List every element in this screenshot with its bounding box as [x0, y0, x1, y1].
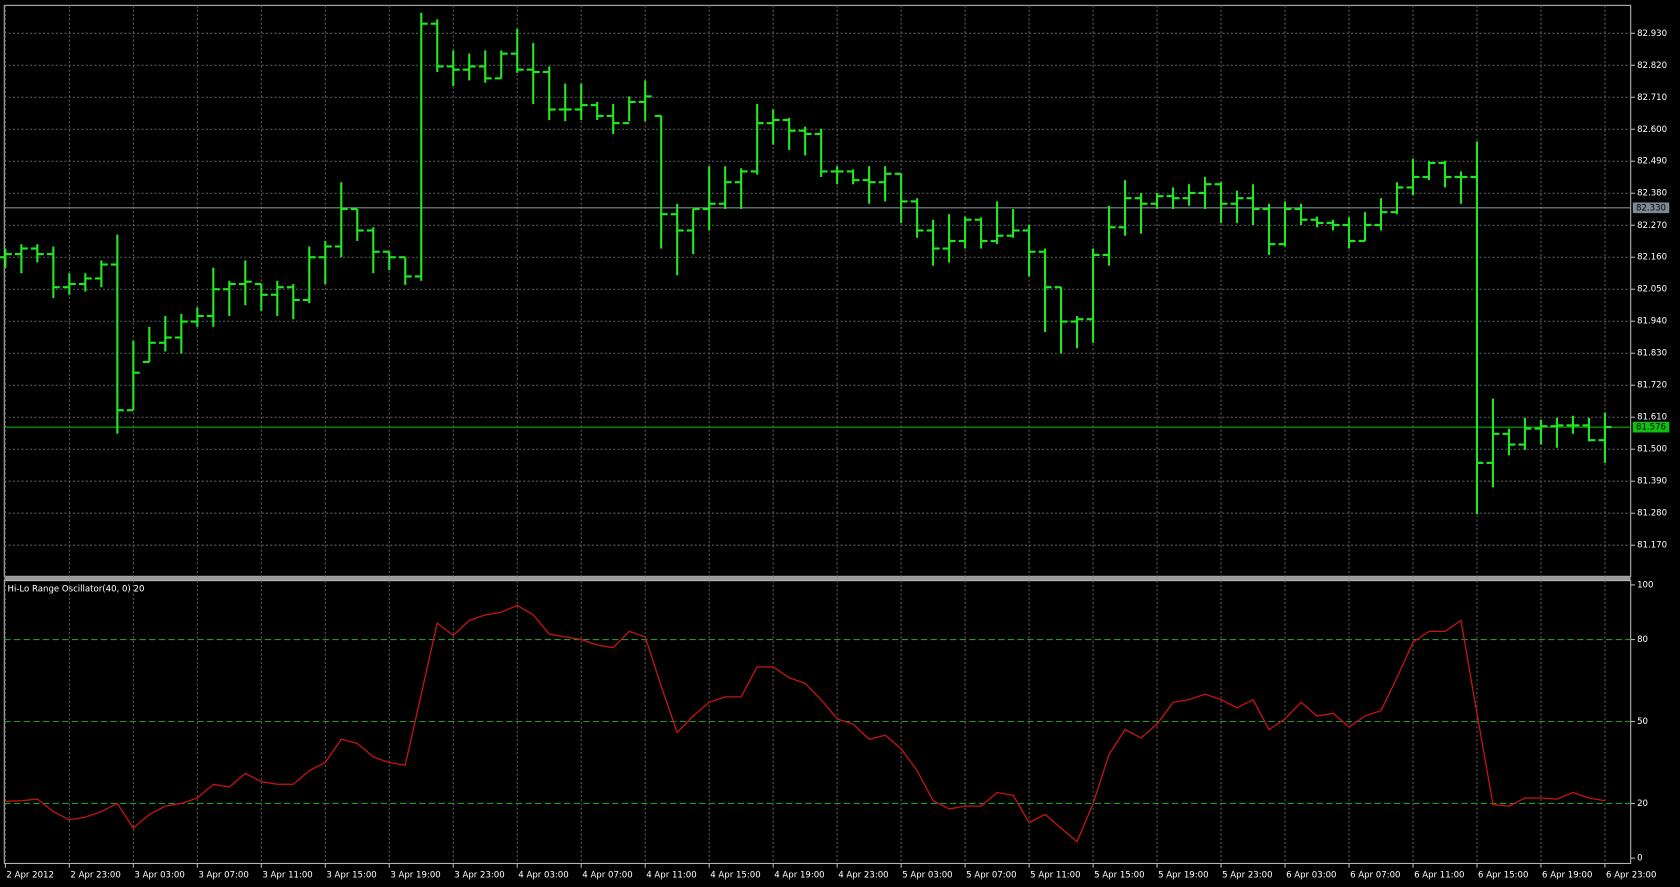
x-tick-label: 3 Apr 07:00	[198, 871, 248, 881]
x-tick-label: 3 Apr 19:00	[390, 871, 440, 881]
x-tick-label: 6 Apr 15:00	[1478, 871, 1528, 881]
x-tick-label: 3 Apr 11:00	[262, 871, 312, 881]
y-tick-label: 100	[1637, 580, 1653, 590]
x-tick-label: 2 Apr 23:00	[70, 871, 120, 881]
x-tick-label: 4 Apr 07:00	[582, 871, 632, 881]
y-tick-label: 82.930	[1637, 29, 1667, 39]
y-tick-label: 80	[1637, 635, 1648, 645]
x-tick-label: 4 Apr 03:00	[518, 871, 568, 881]
x-tick-label: 3 Apr 03:00	[134, 871, 184, 881]
y-tick-label: 81.610	[1637, 413, 1667, 423]
panel-separator	[4, 576, 1631, 581]
y-tick-label: 81.390	[1637, 477, 1667, 487]
x-tick-label: 5 Apr 15:00	[1094, 871, 1144, 881]
y-tick-label: 82.160	[1637, 253, 1667, 263]
y-tick-label: 82.050	[1637, 285, 1667, 295]
price-label: 81.576	[1636, 423, 1666, 433]
y-tick-label: 82.820	[1637, 61, 1667, 71]
x-tick-label: 6 Apr 03:00	[1286, 871, 1336, 881]
x-tick-label: 5 Apr 19:00	[1158, 871, 1208, 881]
x-tick-label: 4 Apr 23:00	[838, 871, 888, 881]
y-tick-label: 81.940	[1637, 317, 1667, 327]
y-tick-label: 0	[1637, 854, 1642, 864]
y-tick-label: 82.490	[1637, 157, 1667, 167]
price-label-box	[1632, 421, 1670, 433]
price-label: 82.330	[1636, 203, 1666, 213]
y-tick-label: 50	[1637, 717, 1648, 727]
y-tick-label: 81.280	[1637, 509, 1667, 519]
x-tick-label: 5 Apr 11:00	[1030, 871, 1080, 881]
x-tick-label: 3 Apr 15:00	[326, 871, 376, 881]
y-tick-label: 81.500	[1637, 445, 1667, 455]
price-label-box	[1632, 202, 1670, 214]
oscillator-title: Hi-Lo Range Oscillator(40, 0) 20	[8, 585, 145, 595]
x-tick-label: 5 Apr 23:00	[1222, 871, 1272, 881]
x-tick-label: 6 Apr 19:00	[1542, 871, 1592, 881]
y-tick-label: 82.710	[1637, 93, 1667, 103]
x-tick-label: 6 Apr 23:00	[1606, 871, 1656, 881]
y-tick-label: 81.830	[1637, 349, 1667, 359]
x-tick-label: 4 Apr 15:00	[710, 871, 760, 881]
x-tick-label: 5 Apr 03:00	[902, 871, 952, 881]
x-tick-label: 5 Apr 07:00	[966, 871, 1016, 881]
y-tick-label: 20	[1637, 799, 1648, 809]
y-tick-label: 82.380	[1637, 189, 1667, 199]
x-tick-label: 6 Apr 07:00	[1350, 871, 1400, 881]
x-tick-label: 2 Apr 2012	[6, 871, 54, 881]
x-tick-label: 4 Apr 19:00	[774, 871, 824, 881]
x-tick-label: 6 Apr 11:00	[1414, 871, 1464, 881]
y-tick-label: 82.270	[1637, 221, 1667, 231]
x-tick-label: 3 Apr 23:00	[454, 871, 504, 881]
x-tick-label: 4 Apr 11:00	[646, 871, 696, 881]
y-tick-label: 81.170	[1637, 541, 1667, 551]
y-tick-label: 81.720	[1637, 381, 1667, 391]
y-tick-label: 82.600	[1637, 125, 1667, 135]
oscillator-line	[5, 604, 1606, 843]
